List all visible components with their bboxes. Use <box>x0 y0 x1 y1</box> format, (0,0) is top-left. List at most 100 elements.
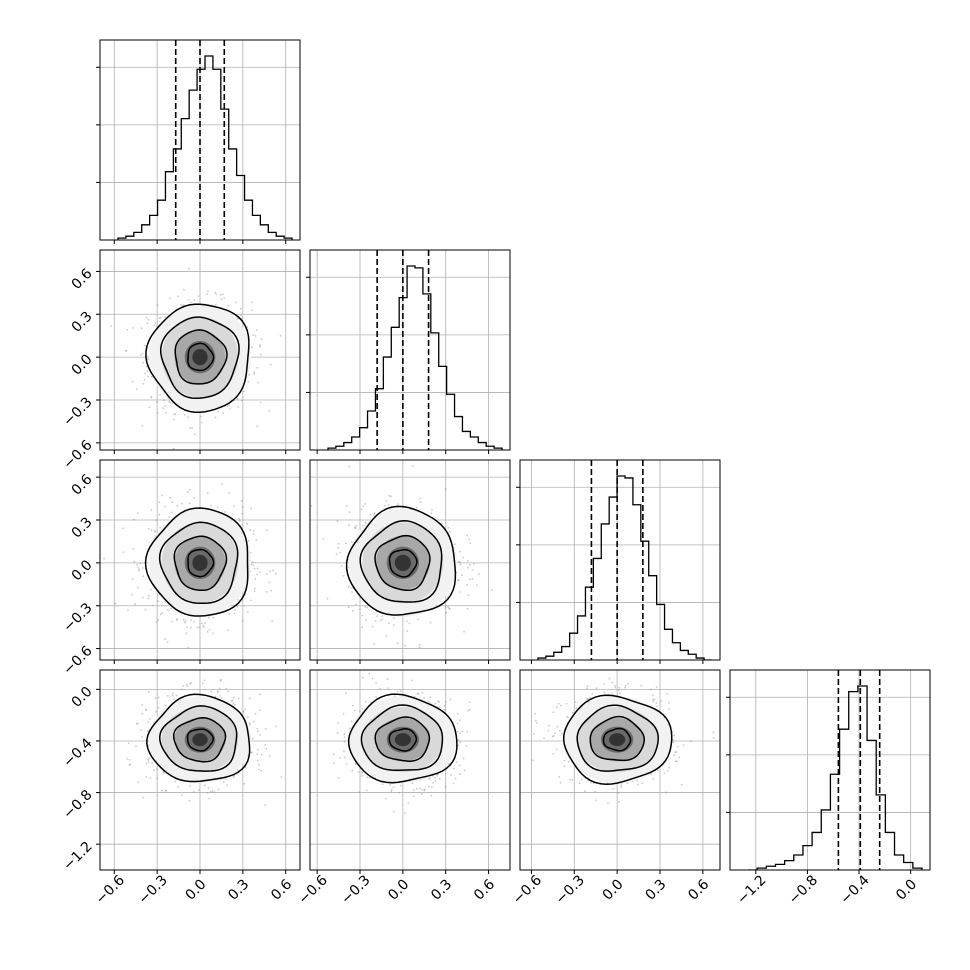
scatter-point <box>563 759 566 762</box>
scatter-point <box>219 293 222 296</box>
x-tick-label-3-0: −1.2 <box>734 872 769 907</box>
scatter-point <box>144 708 147 711</box>
scatter-point <box>244 708 247 710</box>
scatter-point <box>110 325 113 327</box>
y-tick-label-2-1: −0.3 <box>60 600 95 635</box>
scatter-point <box>345 763 348 765</box>
panel-frame-1-1 <box>309 249 511 451</box>
scatter-point <box>156 777 159 779</box>
scatter-point <box>213 791 216 793</box>
scatter-point <box>665 791 667 794</box>
scatter-point <box>217 690 219 693</box>
scatter-point <box>157 696 160 699</box>
histogram-panel-2 <box>516 459 721 664</box>
scatter-point <box>128 764 131 767</box>
scatter-point <box>672 741 675 744</box>
scatter-point <box>614 684 617 687</box>
scatter-point <box>352 704 354 707</box>
density-shade-4 <box>192 733 208 747</box>
scatter-point <box>468 708 471 711</box>
panel-frame-3-0 <box>99 669 301 871</box>
scatter-point <box>428 786 430 788</box>
scatter-point <box>256 759 259 762</box>
scatter-point <box>204 784 206 787</box>
scatter-point <box>423 696 425 699</box>
scatter-point <box>249 723 251 726</box>
scatter-point <box>606 782 608 784</box>
scatter-point <box>419 643 421 646</box>
scatter-point <box>193 621 195 623</box>
scatter-point <box>103 557 105 560</box>
scatter-point <box>458 591 461 593</box>
scatter-point <box>559 781 562 784</box>
scatter-point <box>258 709 261 711</box>
scatter-point <box>137 566 140 569</box>
scatter-point <box>264 744 267 746</box>
scatter-point <box>337 722 339 724</box>
scatter-point <box>176 619 178 621</box>
scatter-point <box>169 496 172 499</box>
scatter-point <box>260 753 263 756</box>
contour-line-3 <box>144 507 249 617</box>
scatter-point <box>603 683 606 685</box>
scatter-point <box>556 725 559 728</box>
scatter-point <box>410 679 413 682</box>
scatter-point <box>236 605 239 608</box>
scatter-point <box>362 505 365 508</box>
scatter-point <box>241 619 244 622</box>
histogram-panel-3: −1.2 −0.8 −0.4 0.0 <box>726 669 931 908</box>
scatter-point <box>232 776 235 779</box>
scatter-point <box>147 761 150 763</box>
scatter-point <box>141 567 144 569</box>
scatter-point <box>447 606 450 609</box>
scatter-point <box>457 739 460 742</box>
panel-frame-2-2 <box>519 459 721 661</box>
scatter-point <box>421 789 423 791</box>
scatter-point <box>156 768 158 771</box>
scatter-point <box>175 694 178 697</box>
scatter-point <box>360 771 363 773</box>
scatter-point <box>586 698 588 700</box>
scatter-point <box>231 699 234 702</box>
scatter-point <box>157 706 160 709</box>
scatter-point <box>180 304 182 306</box>
scatter-point <box>712 731 715 734</box>
scatter-point <box>594 790 596 793</box>
y-tick-label-3-1: −0.8 <box>60 787 95 822</box>
scatter-point <box>366 776 369 779</box>
scatter-point <box>256 425 259 428</box>
scatter-point <box>146 730 149 732</box>
scatter-point <box>156 304 159 307</box>
scatter-point <box>668 702 670 704</box>
scatter-point <box>114 602 117 605</box>
scatter-point <box>208 616 210 619</box>
scatter-point <box>133 518 135 521</box>
scatter-point <box>226 405 229 408</box>
scatter-point <box>603 691 606 694</box>
scatter-point <box>145 762 148 765</box>
scatter-point <box>197 295 200 297</box>
scatter-point <box>140 353 142 356</box>
scatter-point <box>345 504 348 507</box>
scatter-point <box>265 747 268 750</box>
scatter-point <box>132 327 135 329</box>
scatter-point <box>149 777 152 779</box>
scatter-point <box>438 778 441 780</box>
scatter-point <box>157 600 160 603</box>
scatter-point <box>171 692 174 695</box>
scatter-point <box>459 550 461 553</box>
scatter-point <box>433 776 436 779</box>
scatter-point <box>434 780 437 782</box>
scatter-point <box>251 561 254 563</box>
scatter-point <box>217 410 219 413</box>
contour-line-2 <box>159 316 240 400</box>
scatter-point <box>233 703 236 706</box>
scatter-point <box>406 620 409 623</box>
scatter-point <box>465 744 468 747</box>
scatter-point <box>256 366 259 369</box>
scatter-point <box>215 293 218 295</box>
scatter-point <box>371 677 374 680</box>
scatter-point <box>569 778 571 781</box>
scatter-point <box>148 744 150 747</box>
scatter-point <box>360 775 363 777</box>
